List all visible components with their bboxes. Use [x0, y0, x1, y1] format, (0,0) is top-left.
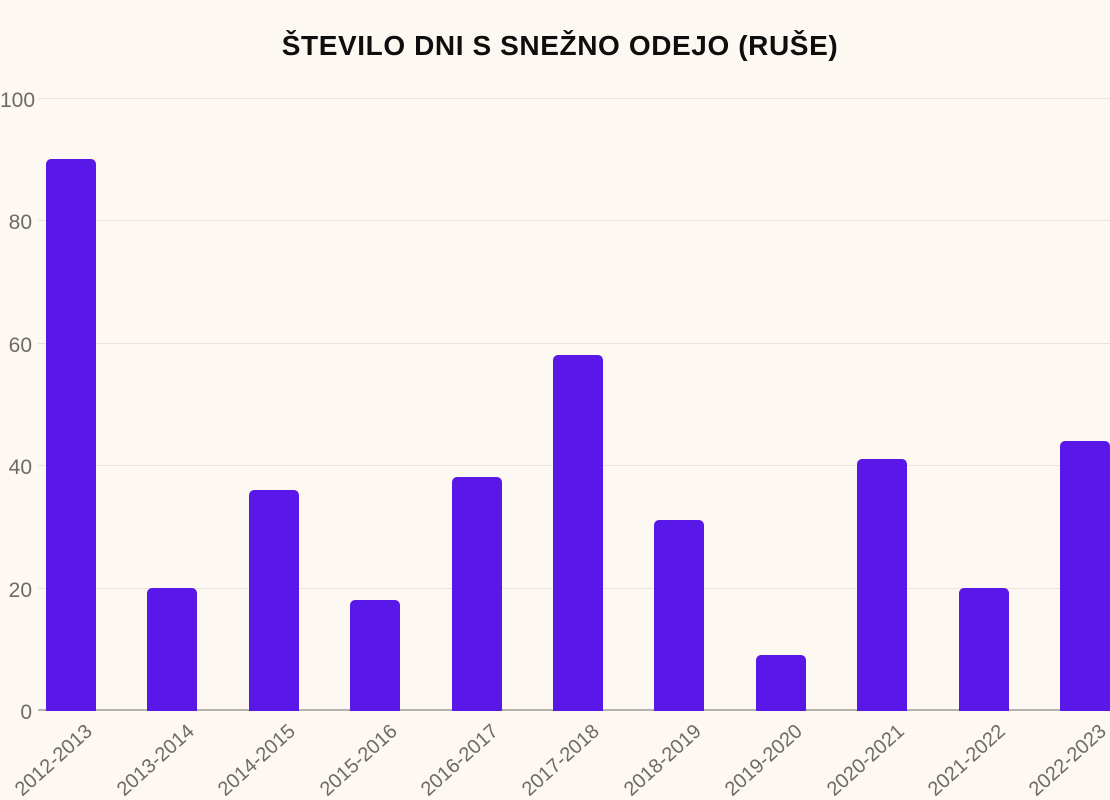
- y-axis-tick-label-60: 60: [8, 333, 32, 357]
- x-axis-tick-label-2018-2019: 2018-2019: [619, 720, 706, 800]
- bar-2017-2018: [553, 355, 603, 711]
- gridline-80: [38, 220, 1110, 222]
- x-axis-tick-label-2014-2015: 2014-2015: [214, 720, 300, 800]
- y-axis-tick-label-80: 80: [8, 211, 32, 235]
- x-axis-tick-label-2021-2022: 2021-2022: [923, 720, 1010, 800]
- gridline-60: [38, 342, 1110, 344]
- bar-2016-2017: [451, 477, 502, 711]
- bar-2014-2015: [248, 489, 299, 711]
- x-axis-tick-label-2017-2018: 2017-2018: [518, 720, 605, 800]
- y-axis-tick-label-20: 20: [8, 578, 32, 602]
- x-axis-tick-label-2012-2013: 2012-2013: [11, 720, 98, 800]
- x-axis-tick-label-2013-2014: 2013-2014: [112, 720, 199, 800]
- bar-2021-2022: [958, 587, 1009, 711]
- y-axis-tick-label-40: 40: [8, 456, 32, 480]
- x-axis-tick-label-2022-2023: 2022-2023: [1025, 720, 1110, 800]
- x-axis-tick-label-2016-2017: 2016-2017: [416, 720, 503, 800]
- bar-2013-2014: [147, 587, 198, 711]
- bar-2012-2013: [46, 159, 96, 711]
- bar-2019-2020: [755, 654, 806, 711]
- x-axis-tick-label-2020-2021: 2020-2021: [822, 720, 909, 800]
- gridline-100: [38, 98, 1110, 99]
- y-axis-tick-label-100: 100: [0, 89, 36, 112]
- bar-2020-2021: [857, 459, 908, 711]
- x-axis-tick-label-2015-2016: 2015-2016: [315, 720, 402, 800]
- y-axis-tick-label-0: 0: [20, 701, 32, 724]
- bar-2022-2023: [1060, 440, 1110, 711]
- bar-2018-2019: [654, 520, 705, 711]
- x-axis-tick-label-2019-2020: 2019-2020: [721, 720, 807, 800]
- bar-2015-2016: [350, 599, 401, 711]
- chart-title: ŠTEVILO DNI S SNEŽNO ODEJO (RUŠE): [281, 30, 839, 61]
